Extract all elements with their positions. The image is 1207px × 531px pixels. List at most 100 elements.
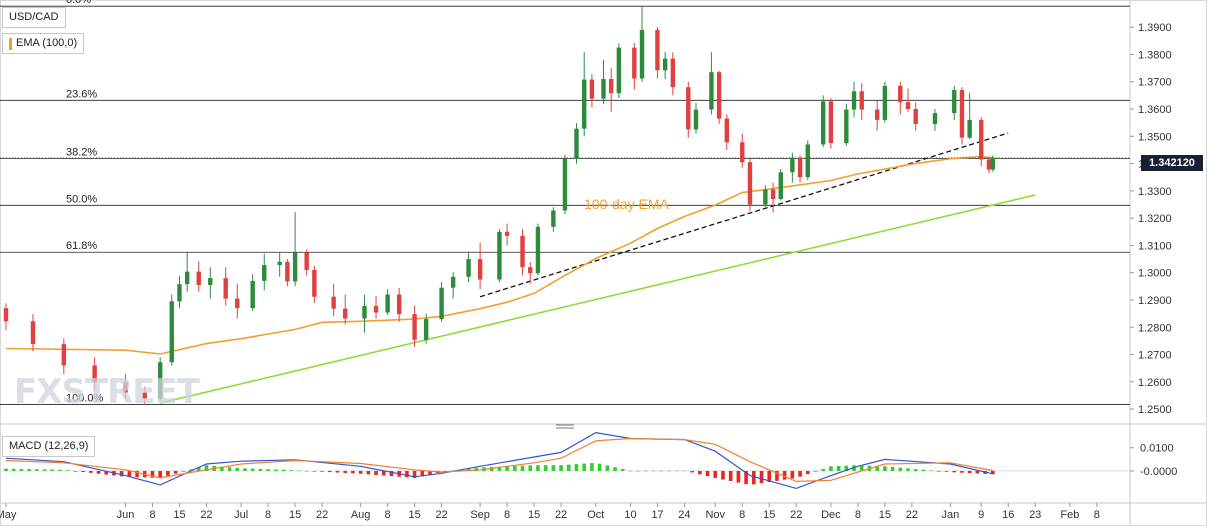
macd-hist-bar-up xyxy=(844,465,849,471)
x-tick-label: 22 xyxy=(790,509,802,521)
macd-hist-bar-up xyxy=(644,470,648,472)
macd-hist-bar-up xyxy=(829,466,833,471)
x-tick-label: Oct xyxy=(587,509,604,521)
macd-hist-bar-down xyxy=(166,470,170,476)
macd-hist-bar-down xyxy=(805,470,810,475)
candle-body-down xyxy=(3,308,9,322)
y-tick-label: 1.2900 xyxy=(1138,295,1172,307)
macd-hist-bar-up xyxy=(836,465,841,471)
candle-body-up xyxy=(932,113,938,125)
candle-body-up xyxy=(535,226,541,274)
candle-body-up xyxy=(277,261,282,266)
x-tick-label: 8 xyxy=(739,509,745,521)
macd-hist-bar-up xyxy=(11,468,16,471)
candle-body-down xyxy=(235,298,240,309)
macd-hist-bar-up xyxy=(636,470,640,472)
y-tick-label: 1.2800 xyxy=(1138,322,1172,334)
candle-body-down xyxy=(61,344,67,366)
candle-body-up xyxy=(790,157,795,173)
candle-body-up xyxy=(362,305,367,319)
x-tick-label: 9 xyxy=(978,509,984,521)
ema-100-line xyxy=(5,155,993,355)
candle-body-up xyxy=(639,29,645,79)
candle-body-down xyxy=(312,269,317,297)
macd-hist-bar-up xyxy=(859,465,864,471)
macd-hist-bar-down xyxy=(428,470,432,475)
candle-body-down xyxy=(979,119,984,160)
ema-annotation: 100-day EMA xyxy=(584,196,669,212)
macd-hist-bar-up xyxy=(27,469,31,471)
candle-body-up xyxy=(709,72,714,110)
candle-body-down xyxy=(747,162,753,205)
candle-body-up xyxy=(820,101,826,145)
x-tick-label: 15 xyxy=(173,509,185,521)
x-tick-label: 15 xyxy=(408,509,420,521)
fxstreet-watermark: FXSTREET xyxy=(14,372,200,412)
dashed-trendline xyxy=(479,132,1009,298)
macd-y-tick-label: -0.0000 xyxy=(1140,466,1177,478)
x-tick-label: 15 xyxy=(528,509,540,521)
x-tick-label: Jul xyxy=(234,509,248,521)
macd-hist-bar-up xyxy=(35,469,39,471)
macd-hist-bar-down xyxy=(374,470,378,475)
macd-hist-bar-down xyxy=(813,470,818,472)
candle-body-down xyxy=(373,305,379,313)
candle-body-down xyxy=(304,252,309,270)
macd-hist-bar-up xyxy=(58,469,62,471)
macd-hist-bar-down xyxy=(73,470,78,472)
candle-body-down xyxy=(30,321,36,345)
x-tick-label: Aug xyxy=(351,509,371,521)
x-tick-label: 16 xyxy=(1002,509,1014,521)
macd-hist-bar-down xyxy=(752,470,756,485)
candle-body-down xyxy=(859,91,864,110)
support-line xyxy=(160,194,1036,404)
y-tick-label: 1.3700 xyxy=(1138,77,1172,89)
macd-hist-bar-down xyxy=(127,470,132,477)
candle-body-up xyxy=(844,109,849,144)
candle-body-up xyxy=(208,278,213,285)
macd-hist-bar-down xyxy=(312,470,317,472)
macd-hist-bar-up xyxy=(196,467,201,471)
candle-body-down xyxy=(520,235,525,268)
macd-hist-bar-down xyxy=(366,470,371,475)
y-tick-label: 1.2700 xyxy=(1138,350,1172,362)
candle-body-up xyxy=(385,294,390,313)
x-tick-label: Dec xyxy=(821,509,841,521)
macd-hist-bar-up xyxy=(4,468,8,471)
fib-level-label: 50.0% xyxy=(66,193,97,205)
candle-body-up xyxy=(882,85,888,120)
y-tick-label: 1.3000 xyxy=(1138,268,1172,280)
macd-hist-bar-up xyxy=(289,470,294,471)
candle-body-down xyxy=(285,261,290,282)
macd-hist-bar-up xyxy=(274,469,278,471)
macd-hist-bar-down xyxy=(89,470,93,473)
candle-body-down xyxy=(913,109,918,125)
x-tick-label: Nov xyxy=(705,509,725,521)
candle-body-up xyxy=(562,158,568,211)
fib-level-label: 0.0% xyxy=(66,0,91,6)
candle-body-up xyxy=(262,265,267,281)
macd-hist-bar-up xyxy=(42,469,47,471)
candle-body-up xyxy=(967,119,972,138)
macd-hist-bar-down xyxy=(690,470,694,473)
candle-body-up xyxy=(990,157,995,170)
macd-hist-bar-down xyxy=(351,470,355,474)
candle-body-up xyxy=(662,58,668,71)
macd-hist-bar-up xyxy=(605,465,610,471)
macd-hist-bar-down xyxy=(767,470,772,482)
candle-body-down xyxy=(396,294,402,315)
macd-hist-bar-down xyxy=(975,470,980,474)
candle-body-up xyxy=(616,47,622,94)
candle-body-down xyxy=(331,296,336,309)
macd-hist-bar-up xyxy=(65,470,70,471)
macd-hist-bar-up xyxy=(929,470,933,472)
macd-hist-bar-down xyxy=(698,470,702,475)
macd-hist-bar-up xyxy=(250,468,255,471)
macd-hist-bar-down xyxy=(389,470,394,477)
macd-hist-bar-up xyxy=(266,469,270,471)
candle-body-up xyxy=(952,89,957,114)
candle-body-up xyxy=(574,128,579,159)
x-tick-label: Sep xyxy=(470,509,490,521)
x-tick-label: 8 xyxy=(855,509,861,521)
